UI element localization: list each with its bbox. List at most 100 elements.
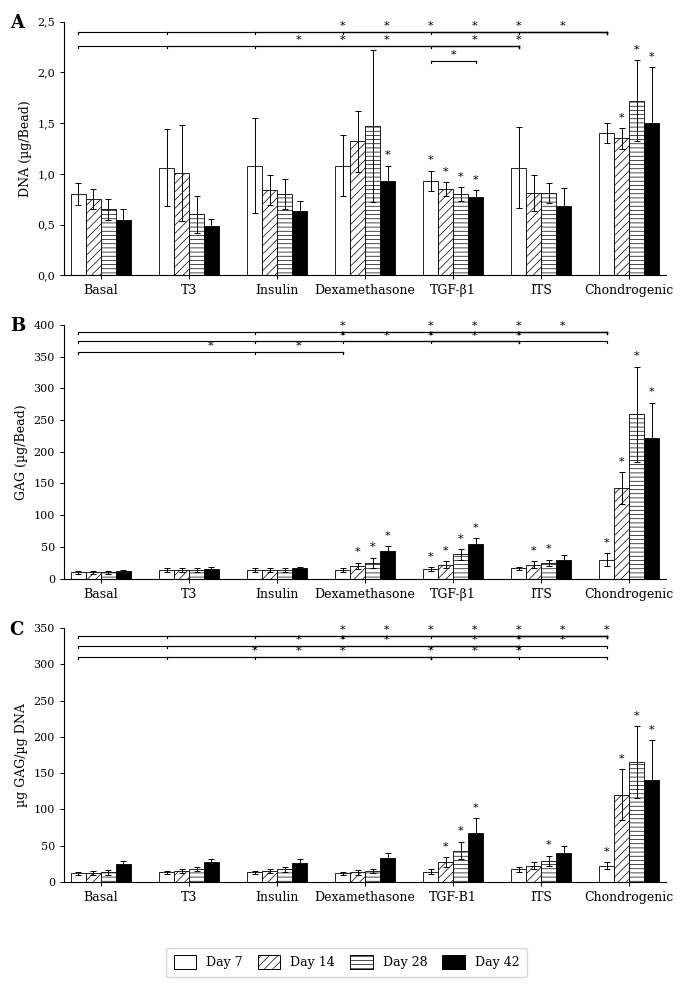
Bar — [292, 863, 307, 882]
Text: *: * — [516, 21, 522, 31]
Bar — [526, 865, 541, 882]
Bar — [615, 138, 629, 276]
Text: *: * — [428, 551, 434, 561]
Bar — [101, 572, 116, 579]
Text: *: * — [296, 35, 301, 44]
Text: *: * — [634, 44, 640, 54]
Text: *: * — [634, 710, 640, 720]
Bar — [541, 194, 556, 276]
Text: *: * — [385, 150, 390, 160]
Bar — [159, 872, 174, 882]
Bar — [71, 572, 86, 579]
Bar — [247, 166, 262, 276]
Text: *: * — [370, 542, 376, 552]
Bar — [116, 219, 131, 276]
Bar — [526, 564, 541, 579]
Text: *: * — [340, 321, 346, 331]
Bar — [204, 863, 219, 882]
Bar — [174, 570, 189, 579]
Bar — [453, 195, 468, 276]
Text: *: * — [516, 330, 522, 341]
Bar — [599, 559, 615, 579]
Text: *: * — [473, 175, 478, 185]
Bar — [292, 568, 307, 579]
Text: *: * — [649, 725, 655, 735]
Text: A: A — [10, 14, 24, 32]
Text: *: * — [560, 21, 565, 31]
Text: *: * — [604, 625, 610, 635]
Text: *: * — [428, 321, 434, 331]
Bar — [468, 544, 483, 579]
Bar — [86, 572, 101, 579]
Bar — [335, 166, 350, 276]
Text: *: * — [472, 646, 477, 656]
Bar — [438, 189, 453, 276]
Text: *: * — [472, 635, 477, 645]
Bar — [629, 101, 644, 276]
Text: *: * — [340, 35, 346, 44]
Text: *: * — [443, 842, 448, 852]
Bar — [468, 198, 483, 276]
Text: *: * — [472, 330, 477, 341]
Bar — [101, 209, 116, 276]
Text: *: * — [560, 625, 565, 635]
Bar — [174, 173, 189, 276]
Text: B: B — [10, 317, 25, 335]
Bar — [629, 762, 644, 882]
Bar — [468, 833, 483, 882]
Text: *: * — [384, 330, 389, 341]
Bar — [350, 872, 365, 882]
Text: *: * — [443, 166, 448, 177]
Text: *: * — [634, 351, 640, 362]
Text: *: * — [458, 534, 464, 543]
Bar — [101, 872, 116, 882]
Bar — [174, 871, 189, 882]
Bar — [71, 195, 86, 276]
Y-axis label: DNA (µg/Bead): DNA (µg/Bead) — [19, 100, 32, 197]
Text: *: * — [428, 646, 434, 656]
Bar — [292, 211, 307, 276]
Text: *: * — [473, 523, 478, 533]
Y-axis label: GAG (µg/Bead): GAG (µg/Bead) — [15, 404, 28, 500]
Bar — [453, 851, 468, 882]
Text: *: * — [296, 341, 301, 351]
Text: *: * — [443, 546, 448, 556]
Text: *: * — [649, 51, 655, 62]
Text: *: * — [604, 537, 610, 547]
Bar — [350, 566, 365, 579]
Text: *: * — [340, 330, 346, 341]
Bar — [423, 181, 438, 276]
Bar — [204, 569, 219, 579]
Bar — [189, 214, 204, 276]
Text: *: * — [458, 172, 464, 182]
Bar — [350, 141, 365, 276]
Text: *: * — [516, 35, 522, 44]
Text: *: * — [472, 35, 477, 44]
Bar — [71, 873, 86, 882]
Bar — [262, 570, 277, 579]
Text: *: * — [516, 646, 522, 656]
Text: *: * — [428, 625, 434, 635]
Text: *: * — [428, 330, 434, 341]
Text: *: * — [296, 646, 301, 656]
Text: *: * — [340, 646, 346, 656]
Bar — [189, 868, 204, 882]
Text: *: * — [428, 155, 434, 165]
Bar — [116, 864, 131, 882]
Bar — [365, 871, 380, 882]
Y-axis label: µg GAG/µg DNA: µg GAG/µg DNA — [15, 703, 28, 807]
Text: *: * — [450, 50, 456, 60]
Text: *: * — [428, 21, 434, 31]
Bar — [511, 168, 526, 276]
Legend: Day 7, Day 14, Day 28, Day 42: Day 7, Day 14, Day 28, Day 42 — [166, 947, 527, 977]
Bar — [247, 872, 262, 882]
Bar — [453, 554, 468, 579]
Bar — [438, 863, 453, 882]
Bar — [438, 564, 453, 579]
Text: *: * — [340, 635, 346, 645]
Text: *: * — [384, 625, 389, 635]
Bar — [615, 795, 629, 882]
Bar — [629, 414, 644, 579]
Text: *: * — [546, 544, 552, 554]
Text: *: * — [619, 754, 624, 764]
